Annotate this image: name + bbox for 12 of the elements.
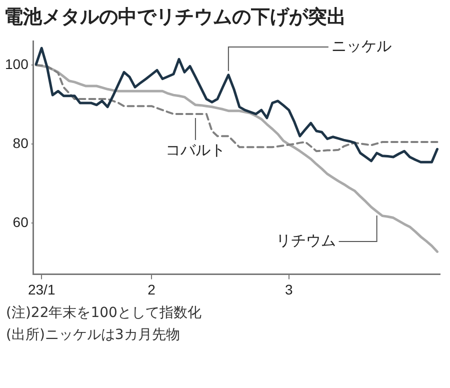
text: ニッケル (331, 36, 392, 55)
x-tick-label: 2 (148, 281, 156, 298)
y-tick-label: 80 (12, 134, 29, 151)
x-tick-label: 23/1 (28, 281, 56, 298)
y-tick-label: 60 (12, 214, 29, 230)
text: (出所)ニッケルは3カ月先物 (6, 326, 181, 345)
y-tick-label: 100 (5, 56, 29, 72)
text: (注)22年末を100として指数化 (6, 304, 202, 323)
series-label: コバルト (165, 140, 226, 159)
chart-title: 電池メタルの中でリチウムの下げが突出 (3, 5, 347, 30)
text: リチウム (276, 231, 336, 250)
x-tick-label: 3 (284, 281, 293, 298)
